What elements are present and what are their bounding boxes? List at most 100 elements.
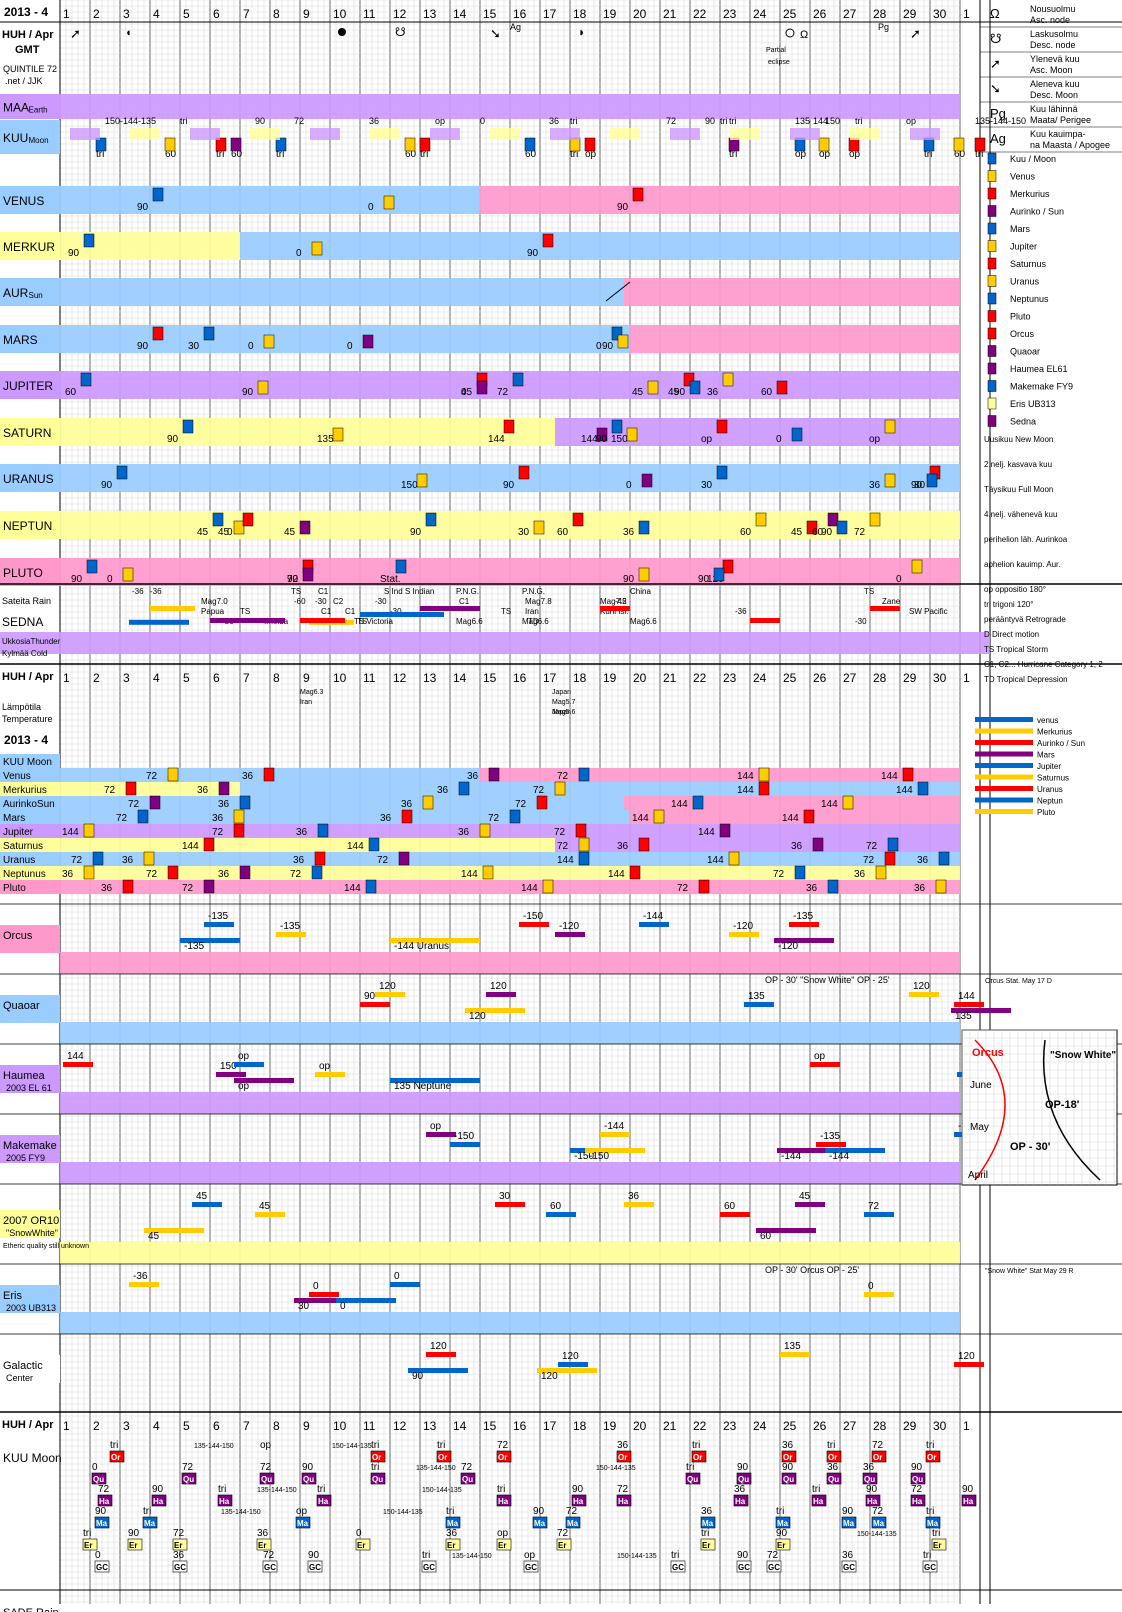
aspect-label: 36 xyxy=(827,1462,839,1473)
aspect-label: 45 xyxy=(259,1201,271,1212)
aspect-marker xyxy=(143,851,155,866)
aspect-label: 36 xyxy=(218,799,230,810)
aspect-label: 90 xyxy=(137,202,149,213)
aspect-marker xyxy=(125,781,137,796)
legend-text: Täysikuu Full Moon xyxy=(984,485,1053,494)
legend-text: C1, C2... Hurricane Category 1, 2 xyxy=(984,660,1103,669)
aspect-label: 0 xyxy=(368,202,374,213)
aspect-label: 36 xyxy=(446,1528,458,1539)
aspect-label: 36 xyxy=(62,869,74,880)
object-badge xyxy=(565,1516,581,1529)
object-badge xyxy=(97,1494,113,1507)
aspect-marker xyxy=(263,767,275,782)
aspect-label: 150-144-135 xyxy=(857,1531,897,1538)
aspect-bar xyxy=(216,1072,246,1077)
aspect-marker xyxy=(776,380,788,395)
day-number: 18 xyxy=(573,7,587,21)
object-badge-label: Ha xyxy=(813,1497,824,1506)
row-label-bg xyxy=(0,94,60,119)
aspect-marker xyxy=(314,851,326,866)
legend-text: Desc. Moon xyxy=(1030,90,1078,100)
row-band xyxy=(60,1162,960,1184)
gmt-label: GMT xyxy=(15,44,40,56)
aspect-label: 90 xyxy=(596,434,608,445)
legend-text: Pluto xyxy=(1010,312,1031,322)
dwarf-note: OP - 30' "Snow White" OP - 25' xyxy=(765,975,890,985)
row-band xyxy=(630,325,960,353)
aspect-bar xyxy=(360,1002,390,1007)
aspect-label: tri xyxy=(827,1440,835,1451)
aspect-marker xyxy=(203,879,215,894)
aspect-bar xyxy=(309,1292,339,1297)
aspect-marker xyxy=(575,823,587,838)
day-number: 25 xyxy=(783,1419,797,1433)
day-number: 30 xyxy=(933,7,947,21)
day-number: 26 xyxy=(813,671,827,685)
legend-text: Sedna xyxy=(1010,417,1036,427)
aspect-label: 36 xyxy=(101,883,113,894)
aspect-label: 30 xyxy=(188,341,200,352)
aspect-marker xyxy=(164,137,176,152)
aspect-bar xyxy=(639,922,669,927)
object-badge xyxy=(262,1560,278,1573)
aspect-label: tri xyxy=(437,1440,445,1451)
day-number: 25 xyxy=(783,671,797,685)
day-number: 28 xyxy=(873,1419,887,1433)
legend-symbol: ➘ xyxy=(990,81,1001,96)
object-badge xyxy=(172,1538,188,1551)
aspect-marker xyxy=(719,823,731,838)
legend-swatch xyxy=(987,240,997,252)
planet-row-label: VENUS xyxy=(3,194,44,208)
aspect-label: op xyxy=(296,1506,308,1517)
aspect-label: 60 xyxy=(65,387,77,398)
aspect-label: tri xyxy=(701,1528,709,1539)
aspect-label: 36 xyxy=(122,855,134,866)
aspect-label: 72 xyxy=(872,1440,884,1451)
object-badge xyxy=(871,1516,887,1529)
aspect-label: 36 xyxy=(806,883,818,894)
aspect-marker xyxy=(368,837,380,852)
aspect-label: 144 xyxy=(821,799,838,810)
aspect-marker xyxy=(683,372,695,387)
aspect-bar xyxy=(825,1148,885,1153)
event-label: TD xyxy=(528,617,539,626)
legend-symbol: Ω xyxy=(990,6,1000,21)
planet-row-label: PLUTO xyxy=(3,566,43,580)
object-badge-label: Ma xyxy=(873,1519,885,1528)
aspect-marker xyxy=(812,837,824,852)
aspect-label: 90 xyxy=(533,1506,545,1517)
aspect-label: 36 xyxy=(617,1440,629,1451)
aspect-bar xyxy=(255,1212,285,1217)
aspect-label: 36 xyxy=(628,1191,640,1202)
aspect-label: -135 xyxy=(208,911,228,922)
row-label-bg xyxy=(0,1285,60,1313)
aspect-label: 36 xyxy=(917,855,929,866)
row-label-bg xyxy=(0,880,60,894)
rain-label: Sateita Rain xyxy=(2,596,51,606)
day-number: 22 xyxy=(693,7,707,21)
day-number: 11 xyxy=(363,7,376,21)
day-number: 19 xyxy=(603,671,617,685)
aspect-label: -36 xyxy=(133,1271,148,1282)
aspect-marker xyxy=(842,795,854,810)
aspect-label: -144 xyxy=(829,1151,849,1162)
day-number: 1 xyxy=(63,671,70,685)
object-badge-label: Or xyxy=(372,1453,381,1462)
object-badge xyxy=(445,1516,461,1529)
dwarf-side-note: "Snow White" Stat May 29 R xyxy=(985,1268,1074,1275)
object-badge-label: GC xyxy=(174,1563,186,1572)
object-badge-label: Or xyxy=(927,1453,936,1462)
aspect-label: 36 xyxy=(242,771,254,782)
dwarf-row-sublabel: Center xyxy=(6,1373,33,1383)
day-number: 19 xyxy=(603,7,617,21)
aspect-label: 0 xyxy=(394,1271,400,1282)
object-badge xyxy=(436,1450,452,1463)
object-badge xyxy=(811,1494,827,1507)
aspect-label: tri xyxy=(570,149,578,160)
moon-bar xyxy=(430,128,460,140)
row-label-bg xyxy=(0,768,60,782)
aspect-marker xyxy=(218,781,230,796)
object-badge-label: Qu xyxy=(738,1475,749,1484)
legend-text: Makemake FY9 xyxy=(1010,382,1073,392)
aspect-label: 45 xyxy=(218,527,230,538)
